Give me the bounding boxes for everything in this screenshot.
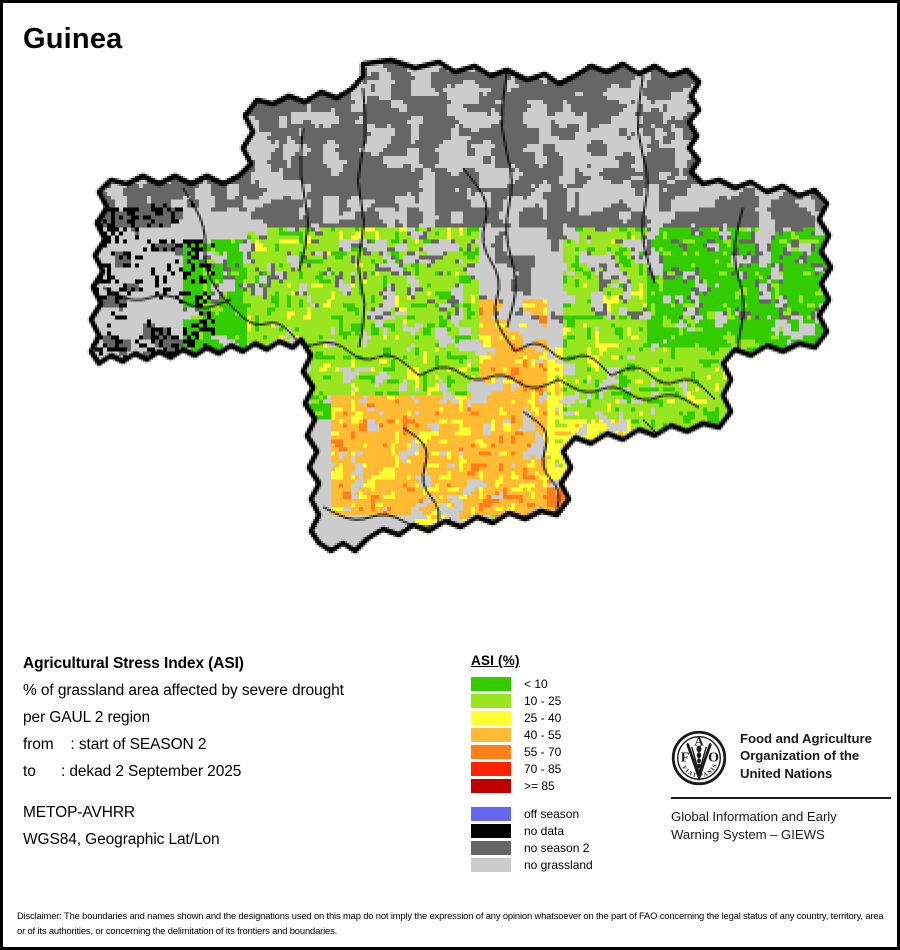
giews-name: Global Information and Early Warning Sys… (671, 808, 893, 844)
fao-org-line-3: United Nations (740, 765, 833, 781)
legend-label: no season 2 (524, 840, 590, 855)
map-area[interactable] (63, 48, 893, 643)
info-spacer (23, 790, 443, 804)
svg-text:O: O (708, 750, 719, 765)
legend-item-class-2: 25 - 40 (471, 709, 651, 726)
legend-swatch (471, 806, 511, 821)
info-subtitle-2: per GAUL 2 region (23, 709, 150, 726)
fao-emblem-icon: F A O FIAT PANIS (671, 730, 727, 786)
legend-swatch (471, 761, 511, 776)
legend-item-class-6: >= 85 (471, 777, 651, 794)
legend-item-special-2: no season 2 (471, 839, 651, 856)
legend-swatch (471, 710, 511, 725)
legend-item-special-0: off season (471, 805, 651, 822)
info-subtitle-1: % of grassland area affected by severe d… (23, 682, 344, 699)
fao-logo-row: F A O FIAT PANIS Food and Agriculture Or… (671, 730, 893, 786)
info-sensor: METOP-AVHRR (23, 804, 136, 821)
legend: ASI (%) < 10 10 - 25 25 - 40 40 - 55 55 - 70… (471, 653, 651, 873)
legend-label: 70 - 85 (524, 761, 562, 776)
legend-item-class-0: < 10 (471, 675, 651, 692)
map-info-block: Agricultural Stress Index (ASI) % of gra… (23, 655, 443, 858)
svg-text:F: F (681, 750, 690, 765)
legend-swatch (471, 857, 511, 872)
legend-label: >= 85 (524, 778, 555, 793)
legend-label: < 10 (524, 676, 548, 691)
legend-title: ASI (%) (471, 653, 520, 668)
fao-branding: F A O FIAT PANIS Food and Agriculture Or… (671, 730, 893, 844)
legend-label: off season (524, 806, 580, 821)
legend-swatch (471, 676, 511, 691)
info-projection: WGS84, Geographic Lat/Lon (23, 831, 220, 848)
info-heading: Agricultural Stress Index (ASI) (23, 655, 244, 672)
legend-label: 40 - 55 (524, 727, 562, 742)
legend-swatch (471, 778, 511, 793)
legend-item-special-1: no data (471, 822, 651, 839)
fao-divider (671, 797, 891, 799)
legend-swatch (471, 693, 511, 708)
legend-label: no grassland (524, 857, 593, 872)
legend-swatch (471, 840, 511, 855)
info-period-from: from : start of SEASON 2 (23, 736, 207, 753)
legend-label: no data (524, 823, 565, 838)
legend-label: 25 - 40 (524, 710, 562, 725)
fao-org-line-2: Organization of the (740, 748, 860, 764)
svg-text:A: A (694, 735, 704, 749)
giews-line-2: Warning System – GIEWS (671, 827, 825, 843)
info-period-to: to : dekad 2 September 2025 (23, 763, 242, 780)
legend-item-class-1: 10 - 25 (471, 692, 651, 709)
legend-swatch (471, 727, 511, 742)
giews-line-1: Global Information and Early (671, 809, 837, 824)
legend-item-class-3: 40 - 55 (471, 726, 651, 743)
legend-item-class-4: 55 - 70 (471, 743, 651, 760)
legend-class-list: < 10 10 - 25 25 - 40 40 - 55 55 - 70 70 - 85 >… (471, 675, 651, 794)
fao-org-name: Food and Agriculture Organization of the… (740, 730, 872, 782)
fao-org-line-1: Food and Agriculture (740, 731, 872, 746)
legend-swatch (471, 744, 511, 759)
legend-special-list: off season no data no season 2 no grassland (471, 805, 651, 873)
legend-swatch (471, 823, 511, 838)
legend-label: 10 - 25 (524, 693, 562, 708)
disclaimer-text: Disclaimer: The boundaries and names sho… (17, 910, 884, 936)
legend-spacer (471, 794, 651, 805)
legend-item-special-3: no grassland (471, 856, 651, 873)
legend-label: 55 - 70 (524, 744, 562, 759)
legend-item-class-5: 70 - 85 (471, 760, 651, 777)
asi-choropleth-map[interactable] (63, 48, 893, 643)
